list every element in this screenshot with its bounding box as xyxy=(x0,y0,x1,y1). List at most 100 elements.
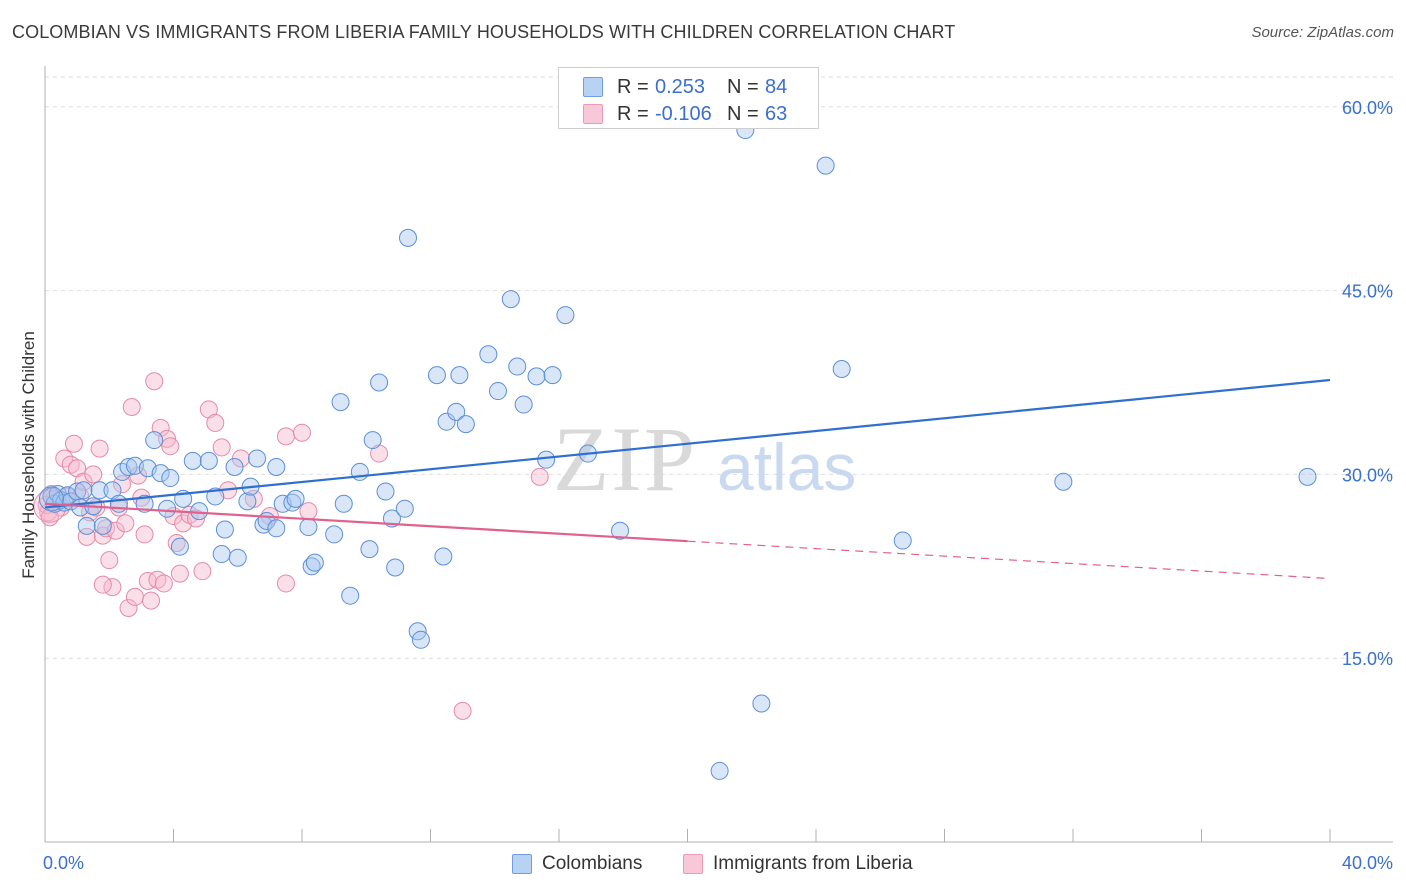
liberia-point xyxy=(453,701,472,720)
liberia-point xyxy=(167,534,186,553)
colombian-point xyxy=(302,557,321,576)
colombian-point xyxy=(190,502,209,521)
liberia-point xyxy=(122,397,141,416)
colombian-trend-line xyxy=(44,378,1331,509)
source-label: Source: ZipAtlas.com xyxy=(1251,24,1394,41)
legend-row-colombians: R = 0.253 N = 84 xyxy=(583,75,787,99)
colombian-point xyxy=(395,499,414,518)
colombian-point xyxy=(267,458,286,477)
colombian-point xyxy=(267,519,286,538)
colombian-point xyxy=(212,545,231,564)
x-tick-label: 0.0% xyxy=(43,853,84,873)
bottom-swatch-blue xyxy=(512,854,532,874)
colombian-point xyxy=(283,493,302,512)
colombian-point xyxy=(832,359,851,378)
colombian-point xyxy=(199,451,218,470)
colombian-point xyxy=(228,548,247,567)
colombian-point xyxy=(411,630,430,649)
colombian-point xyxy=(77,516,96,535)
colombian-point xyxy=(556,306,575,325)
liberia-point xyxy=(77,527,96,546)
watermark: ZIP atlas xyxy=(553,408,856,510)
colombian-point xyxy=(450,366,469,385)
x-tick-label: 40.0% xyxy=(1342,853,1393,873)
colombian-point xyxy=(514,395,533,414)
colombian-point xyxy=(399,228,418,247)
liberia-point xyxy=(293,423,311,442)
legend-n-value: 84 xyxy=(765,75,788,98)
liberia-point xyxy=(125,587,144,606)
liberia-trend-line-dashed xyxy=(687,540,1331,580)
watermark-atlas: atlas xyxy=(717,430,856,504)
legend-n-label: N = xyxy=(727,75,759,98)
colombian-point xyxy=(527,367,546,386)
liberia-point xyxy=(116,514,135,533)
liberia-point xyxy=(93,575,112,594)
colombian-point xyxy=(508,357,527,376)
colombian-point xyxy=(170,537,189,556)
y-tick-label: 45.0% xyxy=(1342,282,1393,302)
liberia-point xyxy=(161,437,180,456)
colombian-point xyxy=(325,525,344,544)
bottom-legend-liberia: Immigrants from Liberia xyxy=(683,851,913,877)
colombian-point xyxy=(305,553,324,572)
liberia-point xyxy=(84,465,103,484)
legend-n-value: 63 xyxy=(765,102,788,125)
liberia-point xyxy=(530,467,549,486)
colombian-point xyxy=(537,450,556,469)
liberia-point xyxy=(113,475,132,494)
y-tick-label: 30.0% xyxy=(1342,465,1393,485)
colombian-point xyxy=(109,494,128,513)
trend-lines xyxy=(44,378,1331,580)
colombian-point xyxy=(161,469,180,488)
colombian-point xyxy=(376,482,395,501)
colombian-point xyxy=(363,431,382,450)
legend-r-label: R = xyxy=(617,75,649,98)
colombian-point xyxy=(710,761,729,780)
liberia-trend-line xyxy=(44,502,688,543)
liberia-point xyxy=(170,564,189,583)
watermark-zip: ZIP xyxy=(553,408,697,510)
legend-row-liberia: R = -0.106 N = 63 xyxy=(583,102,787,126)
colombian-point xyxy=(145,431,164,450)
legend-n-label: N = xyxy=(727,102,759,125)
liberia-point xyxy=(276,574,295,593)
colombian-point xyxy=(447,402,466,421)
colombian-point xyxy=(341,586,360,605)
liberia-point xyxy=(142,591,161,610)
colombian-point xyxy=(334,494,353,513)
colombian-point xyxy=(360,540,379,559)
bottom-legend-colombians: Colombians xyxy=(512,851,642,877)
colombian-point xyxy=(135,494,154,513)
colombian-point xyxy=(434,547,453,566)
colombian-point xyxy=(1298,467,1317,486)
bottom-legend-label: Colombians xyxy=(542,853,643,874)
colombian-point xyxy=(488,382,507,401)
colombian-point xyxy=(151,464,170,483)
liberia-point xyxy=(299,502,318,521)
liberia-point xyxy=(145,372,164,391)
colombian-point xyxy=(611,521,630,540)
liberia-point xyxy=(212,438,231,457)
colombian-point xyxy=(119,458,138,477)
colombian-point xyxy=(183,451,202,470)
colombian-point xyxy=(225,458,244,477)
colombian-point xyxy=(456,415,475,434)
colombian-point xyxy=(90,481,109,500)
liberia-point xyxy=(154,574,173,593)
colombian-point xyxy=(893,531,912,550)
y-tick-label: 15.0% xyxy=(1342,649,1393,669)
colombian-point xyxy=(206,487,225,506)
colombian-point xyxy=(248,449,267,468)
legend-swatch-pink xyxy=(583,104,603,124)
liberia-point xyxy=(64,434,83,453)
legend-r-label: R = xyxy=(617,102,649,125)
tick-labels: 15.0% 30.0% 45.0% 60.0% 0.0% 40.0% xyxy=(43,98,1393,873)
colombian-point xyxy=(74,481,93,500)
colombian-point xyxy=(437,412,456,431)
colombian-point xyxy=(286,489,305,508)
liberia-point xyxy=(119,598,138,617)
colombian-point xyxy=(386,558,405,577)
legend-r-value: -0.106 xyxy=(655,102,712,125)
colombian-point xyxy=(299,518,318,537)
